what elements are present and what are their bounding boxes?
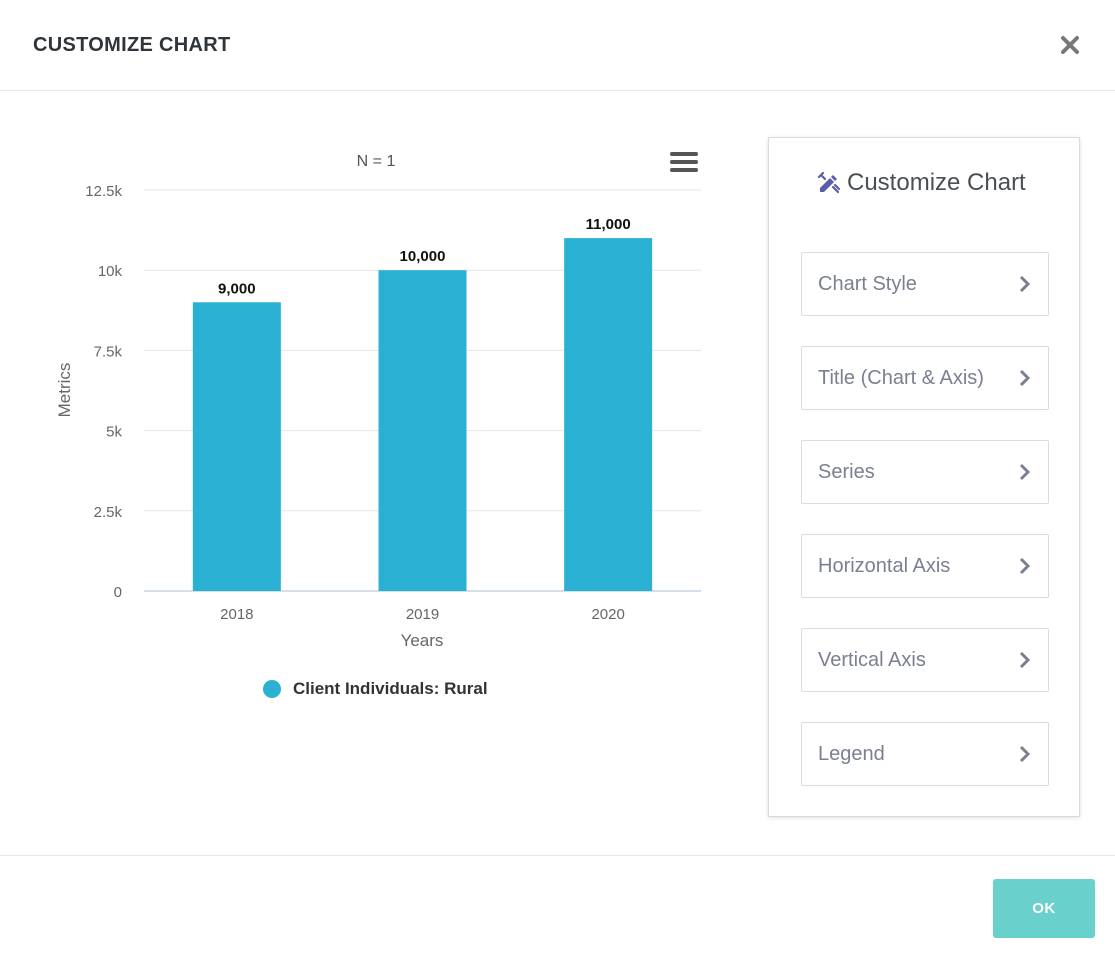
y-tick-label: 0 [114, 584, 122, 601]
legend-item[interactable]: Client Individuals: Rural [263, 678, 488, 700]
x-tick-label: 2018 [220, 606, 253, 623]
customize-panel: Customize Chart Chart Style Title (Chart… [768, 137, 1080, 817]
option-label: Legend [818, 742, 885, 765]
bar-chart: N = 1 0 2.5k 5k 7.5k 10k 12.5k 9,000 2018 10,000 2… [55, 153, 701, 650]
chevron-right-icon [1019, 463, 1031, 481]
legend-label: Client Individuals: Rural [293, 679, 488, 698]
chevron-right-icon [1019, 557, 1031, 575]
y-axis-title: Metrics [55, 363, 74, 418]
x-axis-title: Years [401, 631, 444, 650]
y-tick-label: 12.5k [85, 183, 122, 200]
y-tick-label: 10k [98, 263, 123, 280]
data-label: 11,000 [586, 216, 631, 233]
legend-marker [263, 680, 281, 698]
panel-heading-text: Customize Chart [847, 169, 1026, 196]
chevron-right-icon [1019, 369, 1031, 387]
modal-title: CUSTOMIZE CHART [33, 34, 231, 56]
option-label: Chart Style [818, 272, 917, 295]
data-label: 9,000 [218, 280, 256, 297]
ok-button[interactable]: OK [993, 879, 1095, 938]
x-tick-label: 2019 [406, 606, 439, 623]
chevron-right-icon [1019, 651, 1031, 669]
y-tick-label: 2.5k [94, 504, 123, 521]
data-label: 10,000 [400, 248, 446, 265]
bar [564, 238, 653, 591]
vertical-axis-button[interactable]: Vertical Axis [801, 628, 1049, 692]
paint-brush-icon [817, 171, 841, 194]
option-label: Horizontal Axis [818, 554, 951, 577]
hamburger-menu-icon[interactable] [670, 152, 698, 174]
series-button[interactable]: Series [801, 440, 1049, 504]
modal-header: CUSTOMIZE CHART [0, 0, 1115, 91]
chart-style-button[interactable]: Chart Style [801, 252, 1049, 316]
x-tick-label: 2020 [591, 606, 624, 623]
close-icon[interactable] [1058, 33, 1082, 57]
bar [192, 302, 281, 591]
option-label: Title (Chart & Axis) [818, 366, 984, 389]
chevron-right-icon [1019, 275, 1031, 293]
y-tick-label: 5k [106, 424, 122, 441]
y-tick-label: 7.5k [94, 343, 123, 360]
option-label: Vertical Axis [818, 648, 926, 671]
bar [378, 270, 467, 591]
chevron-right-icon [1019, 745, 1031, 763]
title-chart-axis-button[interactable]: Title (Chart & Axis) [801, 346, 1049, 410]
legend-button[interactable]: Legend [801, 722, 1049, 786]
option-label: Series [818, 460, 875, 483]
horizontal-axis-button[interactable]: Horizontal Axis [801, 534, 1049, 598]
modal-footer [0, 855, 1115, 956]
panel-heading: Customize Chart [817, 168, 1026, 198]
chart-title: N = 1 [357, 153, 396, 170]
